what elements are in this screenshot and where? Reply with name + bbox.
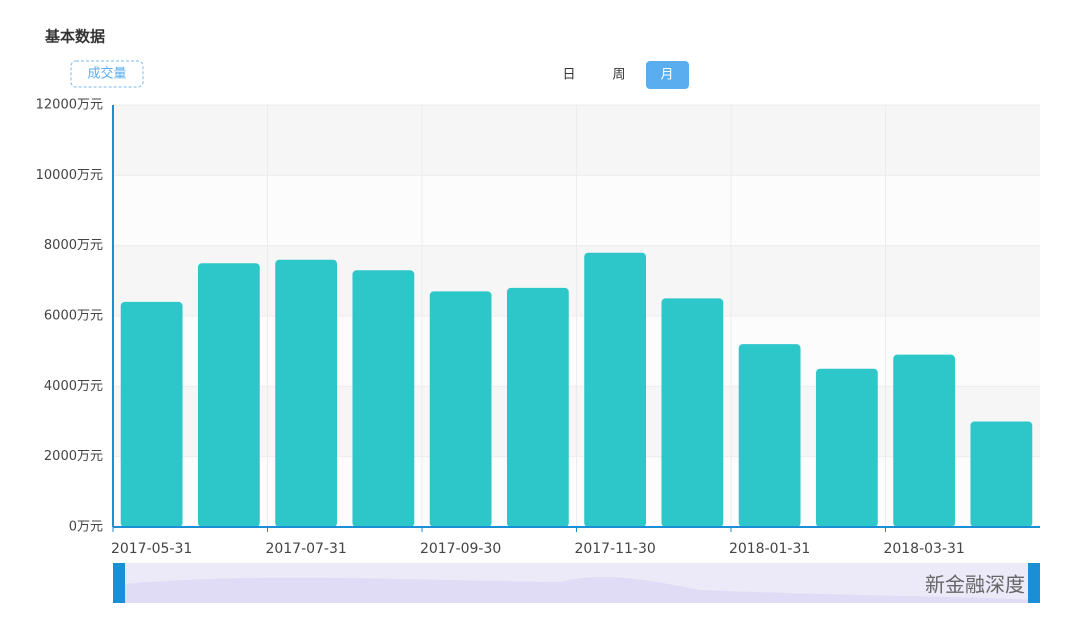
period-tab[interactable]: 周 xyxy=(612,68,625,83)
tab-active-bg[interactable] xyxy=(646,61,689,89)
x-tick-label: 2017-07-31 xyxy=(265,541,346,557)
bar[interactable] xyxy=(429,291,492,527)
bar[interactable] xyxy=(197,263,260,527)
x-tick-label: 2018-01-31 xyxy=(729,541,810,557)
bar[interactable] xyxy=(506,287,569,527)
panel-title: 基本数据 xyxy=(44,28,105,46)
period-tab[interactable]: 月 xyxy=(660,68,673,83)
x-tick-label: 2018-03-31 xyxy=(883,541,964,557)
bar[interactable] xyxy=(584,252,647,527)
period-tab[interactable]: 日 xyxy=(562,68,575,83)
period-tabs: 日周月 xyxy=(562,61,689,89)
bar[interactable] xyxy=(970,421,1033,528)
slider-shadow xyxy=(113,576,1040,603)
y-tick-label: 4000万元 xyxy=(44,379,103,394)
bar[interactable] xyxy=(815,368,878,527)
x-tick-label: 2017-09-30 xyxy=(420,541,501,557)
slider-handle[interactable] xyxy=(1028,563,1040,603)
bar[interactable] xyxy=(275,259,338,527)
y-tick-label: 12000万元 xyxy=(36,98,103,113)
y-tick-label: 2000万元 xyxy=(44,449,103,464)
bar[interactable] xyxy=(738,344,801,527)
bar[interactable] xyxy=(352,270,415,527)
y-tick-label: 6000万元 xyxy=(44,309,103,324)
bar[interactable] xyxy=(893,354,956,527)
x-tick-label: 2017-05-31 xyxy=(111,541,192,557)
legend-label[interactable]: 成交量 xyxy=(87,66,126,82)
legend-box[interactable] xyxy=(70,60,144,88)
x-tick-label: 2017-11-30 xyxy=(574,541,655,557)
y-tick-label: 0万元 xyxy=(69,520,103,535)
plot: 0万元 2000万元 4000万元 6000万元 8000万元 10000万元 12000万… xyxy=(36,98,1040,557)
bar[interactable] xyxy=(661,298,724,527)
y-tick-label: 8000万元 xyxy=(44,238,103,253)
slider-handle[interactable] xyxy=(113,563,125,603)
y-tick-label: 10000万元 xyxy=(36,168,103,183)
bar[interactable] xyxy=(120,301,183,527)
watermark: 新金融深度 xyxy=(925,573,1025,597)
